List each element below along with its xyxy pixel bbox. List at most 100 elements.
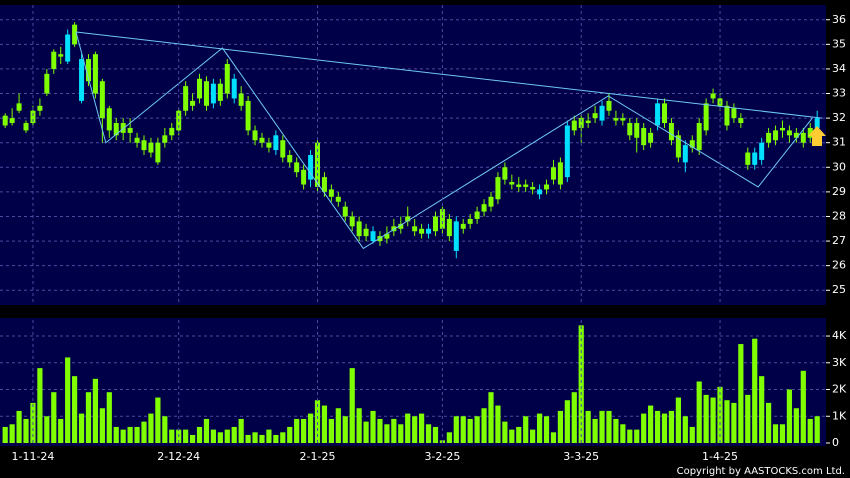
candle-body [432, 216, 438, 232]
candle-body [99, 81, 105, 119]
candle-body [224, 64, 230, 94]
candle-body [23, 123, 29, 131]
candle-body [779, 127, 785, 131]
y-tick-label: 27 [832, 234, 846, 247]
volume-bar [419, 413, 425, 443]
candle-body [134, 137, 140, 143]
volume-bar [578, 325, 584, 443]
volume-bar [391, 418, 397, 443]
candle-body [648, 132, 654, 143]
candle-body [523, 184, 529, 187]
volume-bar [543, 416, 550, 443]
volume-bar [752, 338, 758, 443]
candle-body [266, 142, 272, 148]
volume-bar [259, 434, 265, 443]
candle-body [412, 226, 418, 232]
volume-bar [169, 429, 175, 443]
candle-body [814, 118, 820, 128]
candle-body [786, 130, 792, 136]
candle-body [72, 24, 78, 45]
volume-bar [620, 424, 626, 443]
trend-line [75, 31, 813, 250]
candle-body [321, 177, 327, 192]
y-tick-label: 28 [832, 209, 846, 222]
candle-body [419, 228, 425, 234]
volume-bar [92, 378, 99, 443]
y-tick-label: 3K [832, 356, 847, 369]
candle-body [51, 51, 57, 69]
candle-body [738, 118, 744, 124]
candle-body [655, 103, 661, 126]
candle-body [675, 135, 681, 158]
volume-bar [189, 434, 196, 443]
x-tick-label: 3-2-25 [424, 450, 460, 463]
volume-bar [58, 418, 64, 443]
candle-body [217, 83, 223, 101]
volume-bar [252, 432, 258, 443]
volume-bar [634, 429, 640, 443]
volume-bar [738, 344, 744, 443]
candle-body [2, 115, 8, 126]
candle-body [37, 105, 43, 111]
candle-body [79, 59, 85, 101]
candle-body [571, 120, 577, 131]
volume-bar [314, 400, 321, 443]
candle-body [668, 123, 674, 141]
volume-bar [502, 421, 508, 443]
volume-bar [134, 426, 140, 443]
volume-bar [481, 408, 487, 443]
candle-body [210, 83, 216, 104]
volume-bar [592, 418, 598, 443]
volume-bar [467, 418, 473, 443]
candle-body [800, 132, 806, 143]
y-tick-label: 1K [832, 409, 847, 422]
volume-bar [273, 434, 279, 443]
candle-body [280, 140, 286, 158]
y-tick-label: 36 [832, 13, 846, 26]
volume-bar [287, 426, 293, 443]
volume-bar [446, 432, 452, 443]
candle-body [9, 118, 15, 124]
candle-body [356, 221, 362, 237]
candle-body [65, 34, 71, 62]
volume-bar [9, 424, 15, 443]
volume-bar [696, 381, 702, 443]
y-tick-label: 35 [832, 37, 846, 50]
volume-bar [99, 408, 105, 443]
volume-bar [280, 432, 286, 443]
volume-bar [224, 429, 230, 443]
volume-bar [405, 413, 411, 443]
y-tick-label: 33 [832, 87, 846, 100]
candle-body [606, 100, 612, 111]
y-tick-label: 25 [832, 283, 846, 296]
volume-bar [668, 410, 675, 443]
volume-bar [349, 368, 355, 443]
candle-body [252, 130, 258, 141]
volume-bar [786, 389, 793, 443]
candle-body [294, 162, 300, 173]
volume-bar [724, 400, 730, 443]
candle-body [30, 110, 36, 124]
volume-bar [2, 426, 8, 443]
volume-bar [557, 410, 563, 443]
volume-bar [717, 386, 723, 443]
candle-body [106, 108, 112, 131]
candle-body [516, 184, 522, 187]
candle-body [759, 142, 765, 160]
volume-bar [203, 418, 210, 443]
candle-body [557, 162, 563, 185]
volume-bar [377, 418, 383, 443]
candle-body [773, 130, 779, 141]
volume-bar [703, 394, 709, 443]
volume-bar [710, 397, 716, 443]
volume-bar [460, 416, 466, 443]
candle-body [349, 216, 355, 227]
volume-bar [44, 416, 50, 443]
candle-body [731, 108, 737, 119]
candle-body [315, 142, 320, 187]
y-tick-label: 4K [832, 329, 847, 342]
volume-bar [745, 394, 751, 443]
volume-bar [155, 397, 161, 443]
candle-body [273, 135, 279, 151]
candle-body [564, 125, 570, 178]
